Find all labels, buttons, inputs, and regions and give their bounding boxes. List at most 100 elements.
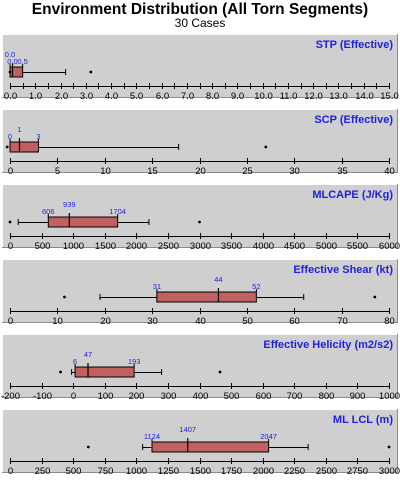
x-tick-label: 1000 xyxy=(126,466,147,477)
iqr-box xyxy=(47,216,119,228)
outlier-point xyxy=(89,70,93,74)
x-tick-label: 0 xyxy=(8,466,13,477)
x-tick-label: 2.0 xyxy=(55,91,68,102)
x-tick-label: 500 xyxy=(224,391,240,402)
x-tick-label: 40 xyxy=(195,316,206,327)
x-tick-label: 0 xyxy=(8,166,13,177)
x-tick-label: 80 xyxy=(384,316,395,327)
value-label: 52 xyxy=(252,282,260,291)
panel-title: Effective Helicity (m2/s2) xyxy=(263,339,393,351)
x-tick-label: 2000 xyxy=(253,466,274,477)
chart-panel: Effective Helicity (m2/s2) -200 -100 0 100 20… xyxy=(1,334,400,402)
x-tick-label: 3000 xyxy=(190,241,211,252)
x-tick-label: 9.0 xyxy=(231,91,244,102)
x-tick-label: 7.0 xyxy=(181,91,194,102)
value-label: 1704 xyxy=(109,207,126,216)
value-label: 606 xyxy=(42,207,55,216)
value-label: 939 xyxy=(63,200,76,209)
x-tick-label: 2500 xyxy=(158,241,179,252)
x-tick-label: 500 xyxy=(66,466,82,477)
x-tick-label: 35 xyxy=(337,166,348,177)
x-tick-label: 600 xyxy=(256,391,272,402)
value-label: 0.0 xyxy=(5,50,15,59)
x-tick-label: 4.0 xyxy=(105,91,118,102)
outlier-point xyxy=(264,145,268,149)
x-tick-label: 5.0 xyxy=(130,91,143,102)
panel-title: STP (Effective) xyxy=(316,39,394,51)
x-tick-label: 250 xyxy=(35,466,51,477)
x-tick-label: 13.0 xyxy=(329,91,348,102)
value-label: 44 xyxy=(214,275,222,284)
x-tick-label: 3000 xyxy=(379,466,400,477)
x-tick-label: 30 xyxy=(289,166,300,177)
x-tick-label: 0 xyxy=(8,241,13,252)
panel-title: SCP (Effective) xyxy=(314,114,393,126)
x-tick-label: 5000 xyxy=(316,241,337,252)
x-tick-label: 2750 xyxy=(347,466,368,477)
outlier-point xyxy=(63,295,66,299)
outlier-point xyxy=(387,445,391,449)
x-tick-label: 200 xyxy=(129,391,145,402)
x-tick-label: 6.0 xyxy=(156,91,169,102)
x-tick-label: 5500 xyxy=(347,241,368,252)
chart-panel: Effective Shear (kt) 0 10 20 30 40 50 60 70 80 31 4… xyxy=(2,259,398,327)
outlier-point xyxy=(59,370,62,374)
x-tick-label: 2000 xyxy=(126,241,147,252)
iqr-box xyxy=(9,141,39,153)
panel-title: MLCAPE (J/Kg) xyxy=(312,189,393,201)
x-tick-label: 25 xyxy=(242,166,253,177)
x-tick-label: 1500 xyxy=(190,466,211,477)
x-tick-label: 100 xyxy=(98,391,114,402)
x-tick-label: 3500 xyxy=(221,241,242,252)
x-tick-label: 400 xyxy=(193,391,209,402)
value-label: 1 xyxy=(17,125,21,134)
x-tick-label: 20 xyxy=(195,166,206,177)
outlier-point xyxy=(198,220,201,224)
value-label: 6 xyxy=(73,357,77,366)
value-label: 0.5 xyxy=(17,57,27,66)
x-tick-label: 5 xyxy=(55,166,60,177)
x-tick-label: 500 xyxy=(35,241,51,252)
x-tick-label: 15 xyxy=(147,166,158,177)
iqr-box xyxy=(151,441,270,453)
x-tick-label: 0 xyxy=(8,316,13,327)
outlier-point xyxy=(5,145,9,149)
x-tick-label: 10.0 xyxy=(254,91,273,102)
value-label: 3 xyxy=(36,132,40,141)
x-tick-label: 1750 xyxy=(221,466,242,477)
x-tick-label: 4500 xyxy=(284,241,305,252)
x-tick-label: 8.0 xyxy=(206,91,219,102)
outlier-point xyxy=(8,220,12,224)
x-tick-label: 1500 xyxy=(95,241,116,252)
x-tick-label: 40 xyxy=(384,166,395,177)
x-tick-label: 30 xyxy=(147,316,158,327)
chart-panel: MLCAPE (J/Kg) 0 500 1000 1500 2000 2500 3000 350… xyxy=(2,184,400,252)
value-label: 47 xyxy=(84,350,92,359)
value-label: 1124 xyxy=(144,432,160,441)
x-tick-label: 50 xyxy=(242,316,253,327)
iqr-box xyxy=(74,366,135,378)
panel-title: ML LCL (m) xyxy=(333,414,393,426)
x-tick-label: 2500 xyxy=(316,466,337,477)
x-tick-label: 10 xyxy=(100,166,111,177)
x-tick-label: 60 xyxy=(289,316,300,327)
x-tick-label: 15.0 xyxy=(380,91,399,102)
x-tick-label: -200 xyxy=(1,391,20,402)
x-tick-label: 20 xyxy=(100,316,111,327)
x-tick-label: 900 xyxy=(350,391,366,402)
x-tick-label: 1.0 xyxy=(29,91,42,102)
x-tick-label: 300 xyxy=(161,391,177,402)
x-tick-label: 11.0 xyxy=(280,91,298,102)
outlier-point xyxy=(373,295,377,299)
x-tick-label: 1000 xyxy=(63,241,84,252)
outlier-point xyxy=(86,445,90,449)
x-tick-label: 700 xyxy=(287,391,303,402)
outlier-point xyxy=(218,370,222,374)
x-tick-label: 6000 xyxy=(379,241,400,252)
value-label: 2047 xyxy=(260,432,277,441)
x-tick-label: 0.0 xyxy=(4,91,17,102)
x-tick-label: 10 xyxy=(52,316,63,327)
iqr-box xyxy=(9,66,24,78)
x-tick-label: 0 xyxy=(71,391,76,402)
